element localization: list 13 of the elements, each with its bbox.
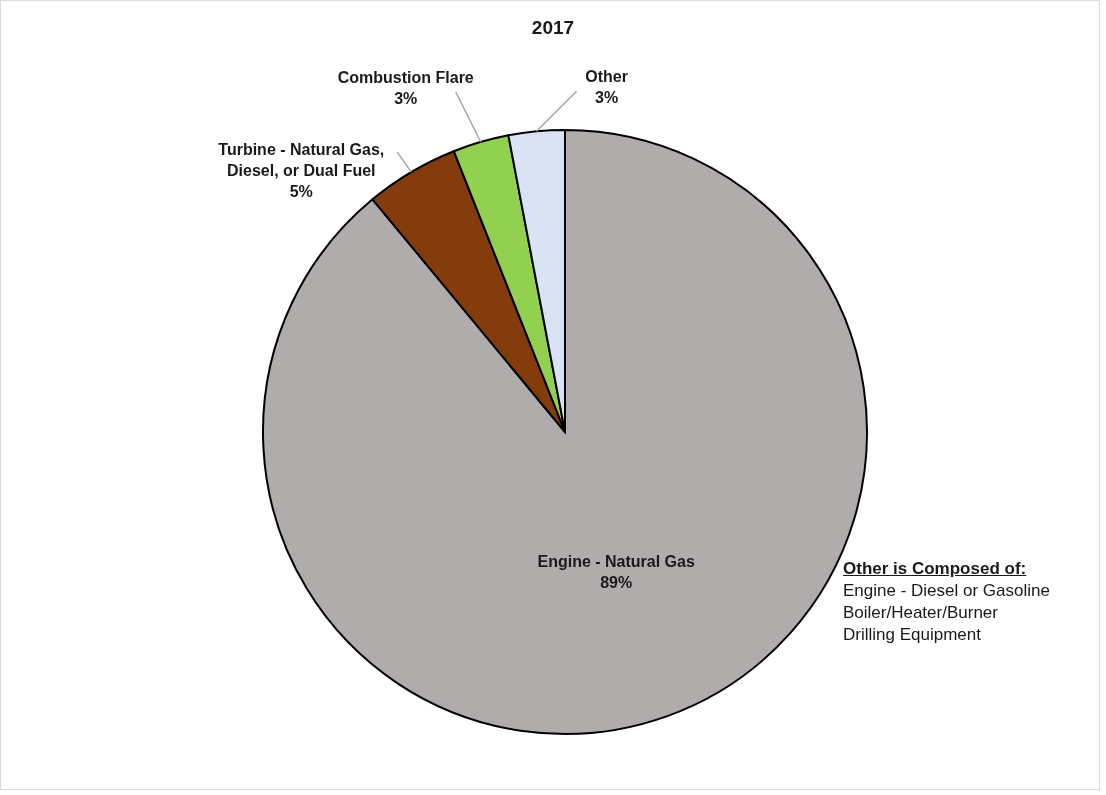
data-label: 3% [595, 89, 619, 107]
data-label: 5% [289, 183, 313, 201]
text: Boiler/Heater/Burner [843, 602, 999, 624]
text: Engine - Diesel or Gasoline [843, 580, 1050, 602]
slice-label: Engine - Natural Gas [537, 553, 695, 571]
text: Drilling Equipment [843, 624, 982, 646]
chart-title: 2017 [531, 17, 575, 38]
data-label: 89% [600, 574, 633, 592]
slice-label: Turbine - Natural Gas, Diesel, or Dual Fuel [218, 141, 385, 180]
data-label: 3% [394, 89, 418, 107]
text: Other is Composed of: [843, 558, 1028, 580]
slice-label: Other [585, 68, 628, 86]
slice-label: Combustion Flare [337, 68, 474, 86]
